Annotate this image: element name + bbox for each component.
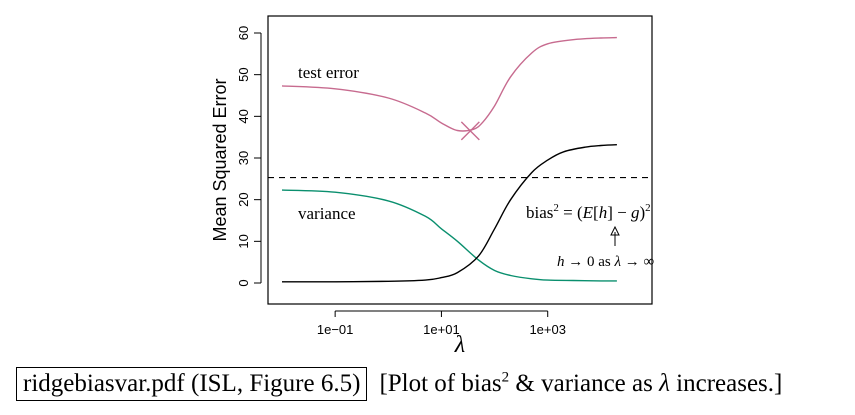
x-axis-label: λ	[454, 332, 465, 358]
bias-variance-chart: 0 10 20 30 40 50 60 1e−01 1e+01 1e+03 Mean Squar…	[210, 15, 654, 358]
series-layer	[281, 36, 617, 283]
marker-stroke	[460, 121, 480, 141]
y-tick-label: 30	[236, 151, 251, 165]
figure-caption: ridgebiasvar.pdf (ISL, Figure 6.5) [Plot…	[16, 362, 782, 406]
series-line-variance	[281, 189, 617, 282]
y-tick-label: 20	[236, 192, 251, 206]
x-tick-label: 1e−01	[317, 322, 354, 337]
series-line-test-error	[281, 36, 617, 132]
test-error-label: test error	[298, 63, 359, 82]
test-error-minimum-marker	[460, 121, 480, 141]
y-axis: 0 10 20 30 40 50 60	[236, 26, 262, 287]
bias-formula: bias2 = (E[h] − g)2	[526, 202, 651, 222]
y-tick-label: 50	[236, 67, 251, 81]
x-tick-label: 1e+01	[423, 322, 460, 337]
y-tick-label: 40	[236, 109, 251, 123]
y-tick-label: 10	[236, 234, 251, 248]
x-axis: 1e−01 1e+01 1e+03	[317, 310, 566, 337]
y-axis-label: Mean Squared Error	[210, 78, 230, 241]
caption-description: [Plot of bias2 & variance as λ increases…	[379, 369, 783, 397]
series-line-bias	[282, 144, 617, 283]
plot-frame	[267, 15, 653, 305]
caption-filename: ridgebiasvar.pdf (ISL, Figure 6.5)	[16, 367, 368, 401]
y-tick-label: 0	[236, 279, 251, 286]
up-arrow-icon	[610, 225, 620, 246]
limit-annotation: h → 0 as λ → ∞	[557, 254, 654, 270]
x-tick-label: 1e+03	[529, 322, 566, 337]
variance-label: variance	[298, 204, 356, 223]
y-tick-label: 60	[236, 26, 251, 40]
